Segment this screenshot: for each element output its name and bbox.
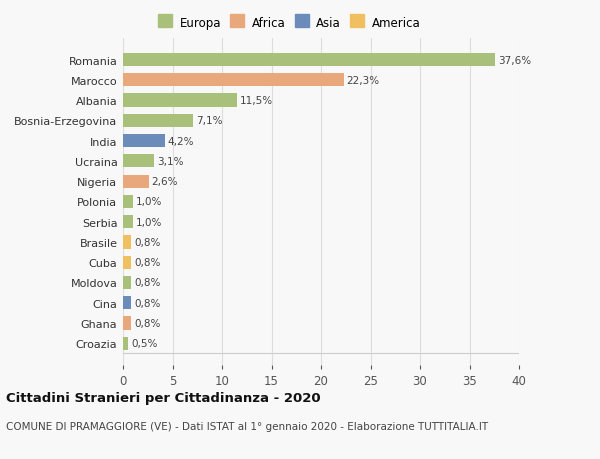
Text: Cittadini Stranieri per Cittadinanza - 2020: Cittadini Stranieri per Cittadinanza - 2… [6,392,320,405]
Bar [123,276,131,290]
Text: 4,2%: 4,2% [167,136,194,146]
Text: 1,0%: 1,0% [136,217,162,227]
Text: 0,8%: 0,8% [134,298,160,308]
Bar [123,216,133,229]
Text: 0,8%: 0,8% [134,278,160,288]
Bar [123,256,131,269]
Text: 2,6%: 2,6% [152,177,178,187]
Text: 22,3%: 22,3% [347,76,380,86]
Bar [123,54,495,67]
Bar [123,94,237,107]
Text: 0,8%: 0,8% [134,237,160,247]
Bar [123,317,131,330]
Legend: Europa, Africa, Asia, America: Europa, Africa, Asia, America [158,17,421,30]
Bar [123,155,154,168]
Bar [123,175,149,188]
Text: COMUNE DI PRAMAGGIORE (VE) - Dati ISTAT al 1° gennaio 2020 - Elaborazione TUTTIT: COMUNE DI PRAMAGGIORE (VE) - Dati ISTAT … [6,421,488,431]
Bar [123,135,164,148]
Text: 0,8%: 0,8% [134,318,160,328]
Bar [123,74,344,87]
Bar [123,337,128,350]
Text: 0,8%: 0,8% [134,257,160,268]
Text: 0,5%: 0,5% [131,339,157,348]
Text: 7,1%: 7,1% [196,116,223,126]
Bar [123,196,133,208]
Text: 37,6%: 37,6% [498,56,532,65]
Bar [123,236,131,249]
Text: 11,5%: 11,5% [240,96,273,106]
Bar [123,297,131,310]
Bar [123,114,193,128]
Text: 1,0%: 1,0% [136,197,162,207]
Text: 3,1%: 3,1% [157,157,183,167]
